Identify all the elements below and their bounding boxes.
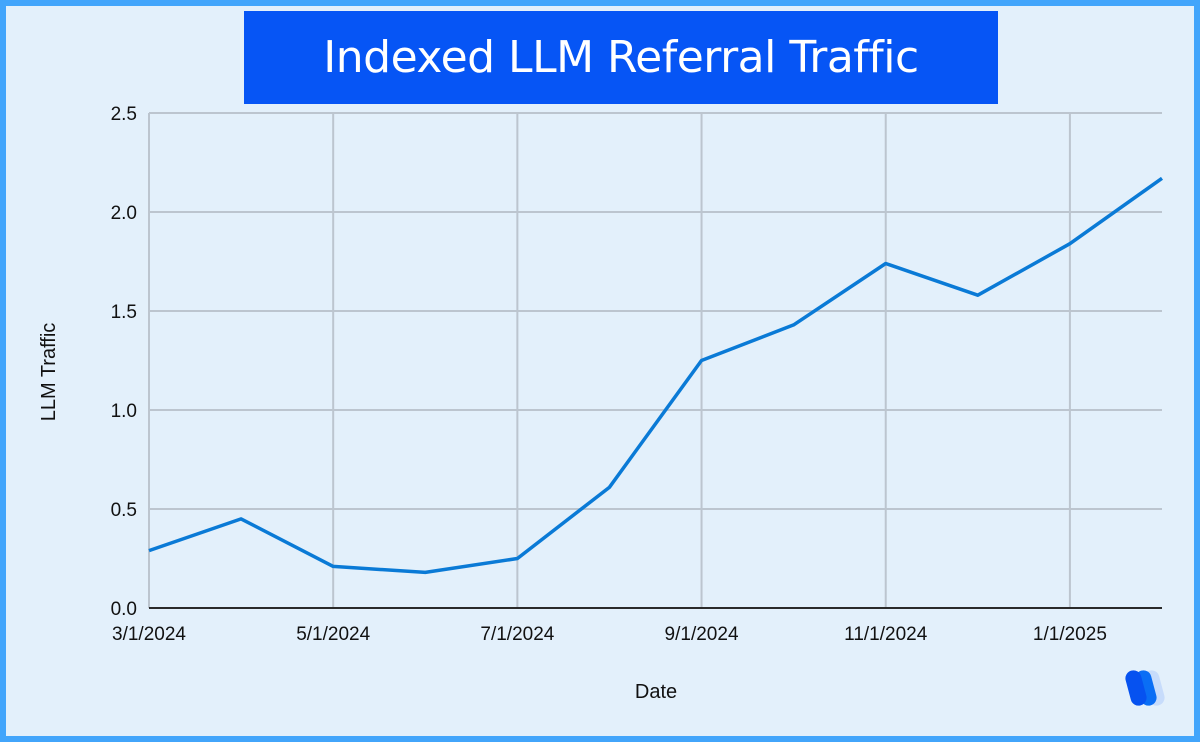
x-tick-label: 3/1/2024	[112, 624, 186, 645]
chart-title: Indexed LLM Referral Traffic	[323, 32, 919, 83]
y-tick-label: 2.5	[111, 104, 137, 125]
y-axis-title: LLM Traffic	[38, 323, 60, 422]
y-tick-label: 1.5	[111, 302, 137, 323]
x-tick-label: 5/1/2024	[296, 624, 370, 645]
x-tick-label: 9/1/2024	[665, 624, 739, 645]
x-tick-labels: 3/1/2024 5/1/2024 7/1/2024 9/1/2024 11/1/202…	[112, 624, 1107, 645]
gridlines	[148, 112, 1162, 608]
x-tick-label: 11/1/2024	[844, 624, 928, 645]
chart-title-banner: Indexed LLM Referral Traffic	[244, 11, 998, 104]
series-line-llm-traffic	[148, 176, 1164, 575]
w-stripes-logo-icon	[1125, 670, 1165, 706]
y-tick-label: 0.5	[111, 500, 137, 521]
y-tick-label: 1.0	[111, 401, 137, 422]
y-tick-label: 2.0	[111, 203, 137, 224]
x-tick-label: 1/1/2025	[1033, 624, 1107, 645]
y-tick-labels: 0.0 0.5 1.0 1.5 2.0 2.5	[111, 104, 137, 620]
x-axis-title: Date	[635, 681, 677, 703]
y-tick-label: 0.0	[111, 599, 137, 620]
x-tick-label: 7/1/2024	[480, 624, 554, 645]
